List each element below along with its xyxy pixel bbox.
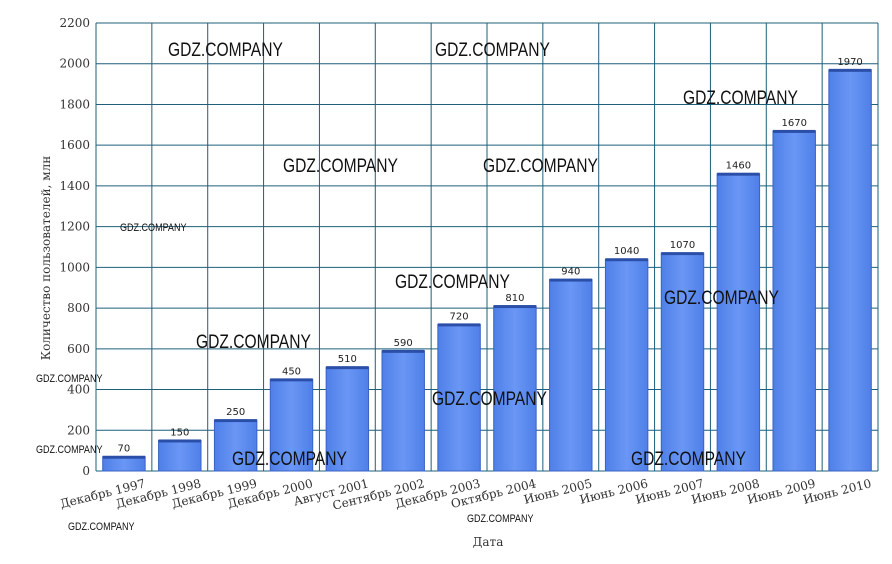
bar [660,252,705,472]
bar [102,456,146,472]
y-tick-label: 1600 [59,138,90,152]
bar [269,378,314,472]
y-tick-label: 1400 [59,179,90,193]
data-label: 250 [226,407,245,418]
data-label: 940 [561,267,580,278]
watermark: GDZ.COMPANY [68,521,135,533]
bar-cap [828,68,872,72]
y-tick-label: 600 [67,342,90,356]
data-labels: 70 150 250 450 510 590 720 810 940 1040 1070 1460 16… [118,57,863,455]
bar [158,439,202,472]
watermark: GDZ.COMPANY [36,444,103,456]
bar-cap [102,455,146,459]
bar [828,69,872,472]
watermark: GDZ.COMPANY [631,449,746,470]
bar-cap [493,305,537,309]
bar [549,279,593,472]
bar [604,258,649,472]
y-tick-label: 200 [67,423,90,437]
data-label: 810 [505,293,524,304]
data-label: 720 [450,311,469,322]
bar-cap [549,278,593,282]
watermark: GDZ.COMPANY [432,389,547,410]
bar-cap [326,366,369,370]
y-axis-label: Количество пользователей, млн [39,156,53,360]
watermark: GDZ.COMPANY [395,272,510,293]
bar-cap [214,419,257,423]
watermark: GDZ.COMPANY [683,88,798,109]
y-tick-label: 2000 [59,57,90,71]
grid-lines [95,22,879,472]
watermark: GDZ.COMPANY [483,156,598,177]
bar-cap [270,378,313,382]
bar [716,173,761,472]
data-label: 590 [394,338,413,349]
data-label: 1460 [726,161,751,172]
y-tick-label: 1200 [59,220,90,234]
data-label: 1670 [781,118,806,129]
data-label: 1040 [614,246,639,257]
y-axis-ticks: 0 200 400 600 800 1000 1200 1400 1600 1800 2000 220… [59,16,90,478]
y-tick-label: 1800 [59,97,90,111]
data-label: 450 [282,366,301,377]
y-tick-label: 0 [82,464,90,478]
bar-cap [437,323,481,327]
bar-cap [772,129,816,133]
bar [493,305,537,472]
x-axis-label: Дата [473,535,504,549]
bar-cap [158,439,202,443]
y-tick-label: 800 [67,301,90,315]
data-label: 1070 [670,240,695,251]
watermark: GDZ.COMPANY [664,288,779,309]
bar [325,366,370,472]
data-label: 70 [118,444,131,455]
bar [772,130,816,472]
watermark: GDZ.COMPANY [467,513,534,525]
data-label: 1970 [837,57,862,68]
y-tick-label: 1000 [59,260,90,274]
bar-cap [605,258,648,262]
data-label: 150 [170,427,189,438]
bar-cap [661,252,704,256]
bar [437,323,481,472]
bars [102,68,872,472]
watermark: GDZ.COMPANY [120,222,187,234]
watermark: GDZ.COMPANY [168,40,283,61]
y-tick-label: 400 [67,383,90,397]
bar-cap [717,172,760,176]
watermark: GDZ.COMPANY [36,373,103,385]
data-label: 510 [338,354,357,365]
watermark: GDZ.COMPANY [232,449,347,470]
watermark: GDZ.COMPANY [283,156,398,177]
watermark: GDZ.COMPANY [196,332,311,353]
bar [381,350,425,472]
bar-cap [381,349,425,353]
watermark: GDZ.COMPANY [435,40,550,61]
y-tick-label: 2200 [59,16,90,30]
